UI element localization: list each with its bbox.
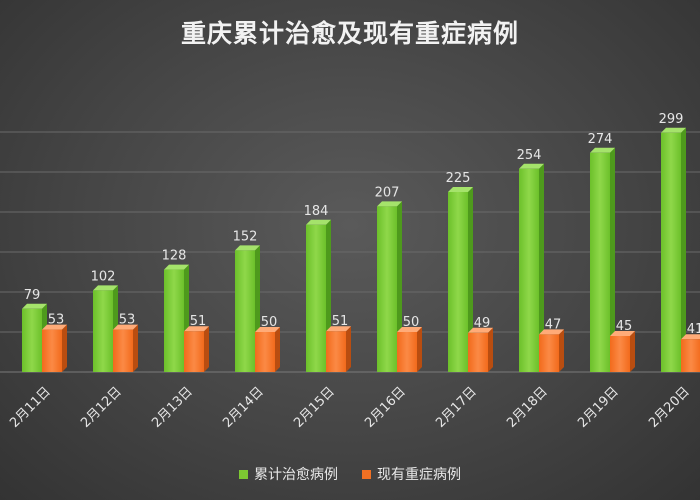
bar-severe bbox=[397, 327, 422, 372]
legend-item-cured: 累计治愈病例 bbox=[239, 464, 338, 484]
legend-label-cured: 累计治愈病例 bbox=[254, 467, 338, 483]
data-label: 45 bbox=[616, 319, 633, 334]
x-tick-label: 2月14日 bbox=[220, 384, 267, 431]
data-label: 207 bbox=[375, 185, 400, 200]
chart-title: 重庆累计治愈及现有重症病例 bbox=[180, 19, 519, 48]
data-label: 50 bbox=[261, 315, 278, 330]
data-label: 299 bbox=[659, 112, 684, 127]
x-tick-label: 2月18日 bbox=[504, 384, 551, 431]
data-label: 152 bbox=[233, 229, 258, 244]
legend-label-severe: 现有重症病例 bbox=[377, 467, 461, 483]
data-label: 50 bbox=[403, 315, 420, 330]
data-label: 47 bbox=[545, 317, 562, 332]
bar-cured bbox=[519, 163, 544, 372]
data-label: 225 bbox=[446, 171, 471, 186]
legend: 累计治愈病例 现有重症病例 bbox=[0, 464, 700, 484]
bar-severe bbox=[539, 329, 564, 372]
data-label: 49 bbox=[474, 316, 491, 331]
legend-swatch-cured bbox=[239, 469, 248, 479]
x-tick-label: 2月20日 bbox=[646, 384, 693, 431]
x-tick-label: 2月15日 bbox=[291, 384, 338, 431]
x-tick-label: 2月19日 bbox=[575, 384, 622, 431]
data-label: 274 bbox=[588, 132, 613, 147]
legend-item-severe: 现有重症病例 bbox=[362, 464, 461, 484]
bar-severe bbox=[42, 324, 67, 372]
x-tick-label: 2月12日 bbox=[78, 384, 125, 431]
bar-severe bbox=[255, 327, 280, 372]
bar-severe bbox=[610, 331, 635, 372]
data-label: 53 bbox=[48, 313, 65, 328]
bar-severe bbox=[681, 334, 700, 372]
data-label: 184 bbox=[304, 204, 329, 219]
x-tick-label: 2月11日 bbox=[7, 384, 54, 431]
data-label: 79 bbox=[24, 288, 41, 303]
bar-cured bbox=[448, 187, 473, 372]
data-labels: 79 53 102 53 128 51 152 50 184 51 207 50 225 49 254 47 2… bbox=[24, 112, 700, 337]
bar-cured bbox=[590, 147, 615, 372]
bars bbox=[22, 127, 700, 372]
data-label: 51 bbox=[190, 314, 207, 329]
data-label: 53 bbox=[119, 313, 136, 328]
legend-swatch-severe bbox=[362, 469, 371, 479]
data-label: 51 bbox=[332, 314, 349, 329]
x-tick-label: 2月17日 bbox=[433, 384, 480, 431]
bar-severe bbox=[468, 327, 493, 372]
x-tick-label: 2月16日 bbox=[362, 384, 409, 431]
data-label: 254 bbox=[517, 148, 542, 163]
bar-severe bbox=[326, 326, 351, 372]
x-tick-labels: 2月11日 2月12日 2月13日 2月14日 2月15日 2月16日 2月17日 2月18日… bbox=[7, 384, 693, 431]
x-tick-label: 2月13日 bbox=[149, 384, 196, 431]
bar-cured bbox=[661, 127, 686, 372]
data-label: 41 bbox=[687, 322, 700, 337]
bar-severe bbox=[113, 324, 138, 372]
bar-severe bbox=[184, 326, 209, 372]
data-label: 128 bbox=[162, 249, 187, 264]
data-label: 102 bbox=[91, 269, 116, 284]
